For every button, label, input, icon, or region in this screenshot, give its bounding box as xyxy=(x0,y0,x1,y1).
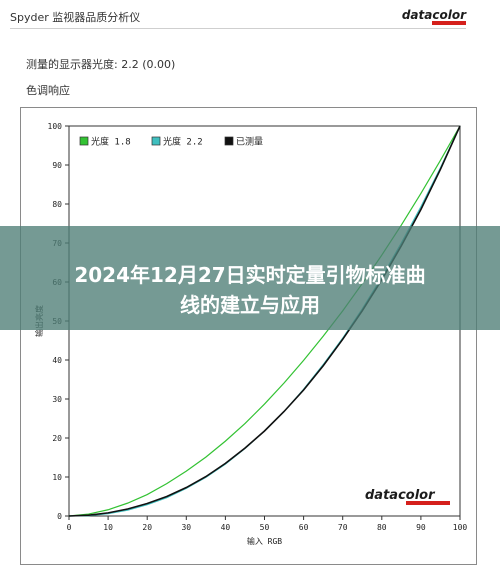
legend-swatch-2 xyxy=(151,136,161,146)
x-tick-label: 100 xyxy=(453,523,468,532)
brand-logo: datacolor xyxy=(401,8,466,22)
legend-swatch-3 xyxy=(224,136,234,146)
overlay-banner xyxy=(0,226,500,330)
x-tick-label: 60 xyxy=(299,523,309,532)
legend-label-1: 光度 1.8 xyxy=(91,136,131,148)
x-tick-label: 30 xyxy=(181,523,191,532)
y-tick-label: 80 xyxy=(52,200,62,209)
x-axis-label: 输入 RGB xyxy=(247,536,282,546)
y-tick-label: 10 xyxy=(52,473,62,482)
y-tick-label: 90 xyxy=(52,161,62,170)
header-divider xyxy=(10,28,466,29)
y-tick-label: 100 xyxy=(48,122,63,131)
app-title: Spyder 监视器品质分析仪 xyxy=(10,11,141,24)
y-tick-label: 20 xyxy=(52,434,62,443)
y-tick-label: 0 xyxy=(57,512,62,521)
x-tick-label: 40 xyxy=(221,523,231,532)
x-tick-label: 20 xyxy=(142,523,152,532)
x-tick-label: 10 xyxy=(103,523,113,532)
x-tick-label: 0 xyxy=(67,523,72,532)
chart-watermark-bar xyxy=(406,501,450,505)
x-tick-label: 80 xyxy=(377,523,387,532)
banner-title-line-1: 2024年12月27日实时定量引物标准曲 xyxy=(74,263,426,287)
legend-label-2: 光度 2.2 xyxy=(163,136,203,148)
x-tick-label: 50 xyxy=(260,523,270,532)
y-tick-label: 30 xyxy=(52,395,62,404)
chart-watermark-brand: datacolor xyxy=(365,488,436,503)
banner-title-line-2: 线的建立与应用 xyxy=(180,293,320,317)
x-tick-label: 90 xyxy=(416,523,426,532)
brand-logo-bar xyxy=(432,21,466,25)
legend-swatch-1 xyxy=(79,136,89,146)
measured-gamma-text: 测量的显示器光度: 2.2 (0.00) xyxy=(26,58,176,71)
x-tick-label: 70 xyxy=(338,523,348,532)
y-tick-label: 40 xyxy=(52,356,62,365)
section-title: 色调响应 xyxy=(26,84,70,97)
legend-label-3: 已测量 xyxy=(236,137,263,148)
